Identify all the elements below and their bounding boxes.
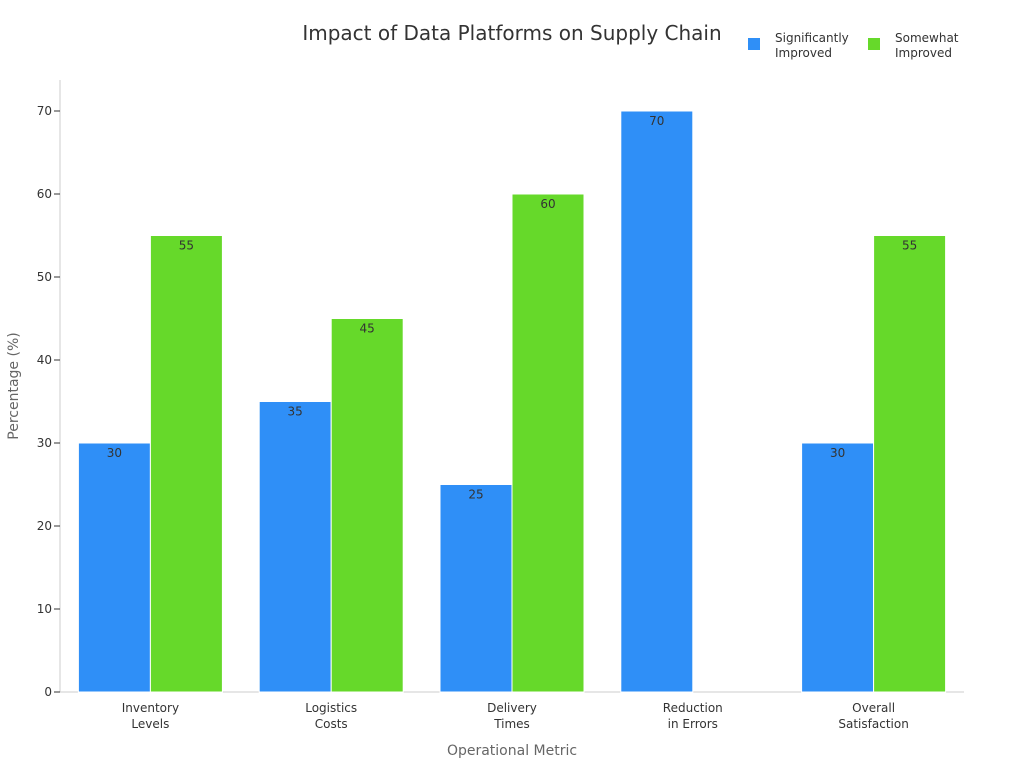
- bar-series-0-cat-3: [620, 110, 694, 693]
- x-tick-label-line: Reduction: [663, 701, 723, 715]
- bar-series-1-cat-1: [330, 318, 404, 693]
- y-tick-label: 20: [37, 519, 52, 533]
- data-label: 60: [540, 197, 555, 211]
- y-tick-label: 10: [37, 602, 52, 616]
- data-label: 35: [288, 405, 303, 419]
- x-tick-label: Logistics Costs: [305, 701, 357, 731]
- y-tick-label: 0: [44, 685, 52, 699]
- x-axis: Inventory Levels Logistics Costs Delivery Tim…: [60, 691, 964, 731]
- x-tick-label-line: Logistics: [305, 701, 357, 715]
- data-label: 55: [902, 239, 917, 253]
- bar-series-0-cat-2: [439, 484, 513, 693]
- legend-label-line: Significantly: [775, 31, 849, 45]
- x-tick-label: Inventory Levels: [122, 701, 179, 731]
- data-label: 30: [830, 446, 845, 460]
- x-tick-label-line: Satisfaction: [838, 717, 908, 731]
- x-tick-label-line: Delivery: [487, 701, 537, 715]
- x-tick-label-line: Times: [493, 717, 530, 731]
- y-axis-title: Percentage (%): [6, 332, 22, 439]
- legend-label: Significantly Improved: [775, 31, 849, 60]
- y-tick-label: 40: [37, 353, 52, 367]
- y-tick-label: 30: [37, 436, 52, 450]
- data-label: 25: [468, 488, 483, 502]
- bars-group: [77, 110, 947, 693]
- bar-series-0-cat-4: [801, 442, 875, 693]
- data-label: 45: [360, 322, 375, 336]
- y-tick-label: 50: [37, 270, 52, 284]
- x-tick-label-line: Inventory: [122, 701, 179, 715]
- y-axis: 0 10 20 30 40 50 60 70: [37, 80, 61, 699]
- x-tick-label-line: Levels: [131, 717, 169, 731]
- bar-series-1-cat-0: [149, 235, 223, 693]
- x-axis-title: Operational Metric: [447, 743, 577, 759]
- data-labels-group: 30 55 35 45 25 60 70 30 55: [107, 114, 917, 502]
- x-tick-label-line: Costs: [315, 717, 348, 731]
- legend-label: Somewhat Improved: [895, 31, 959, 60]
- bar-series-0-cat-0: [77, 442, 151, 693]
- legend-swatch: [748, 38, 760, 50]
- bar-series-1-cat-4: [873, 235, 947, 693]
- bar-series-1-cat-2: [511, 193, 585, 693]
- data-label: 70: [649, 114, 664, 128]
- x-tick-label-line: in Errors: [668, 717, 718, 731]
- chart-title: Impact of Data Platforms on Supply Chain: [302, 21, 721, 45]
- data-label: 30: [107, 446, 122, 460]
- x-tick-label: Delivery Times: [487, 701, 537, 731]
- legend-label-line: Somewhat: [895, 31, 959, 45]
- x-tick-label: Overall Satisfaction: [838, 701, 908, 731]
- legend-swatch: [868, 38, 880, 50]
- bar-series-0-cat-1: [258, 401, 332, 693]
- legend-label-line: Improved: [775, 46, 832, 60]
- x-tick-label-line: Overall: [852, 701, 895, 715]
- legend-label-line: Improved: [895, 46, 952, 60]
- y-tick-label: 70: [37, 104, 52, 118]
- data-label: 55: [179, 239, 194, 253]
- y-tick-label: 60: [37, 187, 52, 201]
- x-tick-label: Reduction in Errors: [663, 701, 723, 731]
